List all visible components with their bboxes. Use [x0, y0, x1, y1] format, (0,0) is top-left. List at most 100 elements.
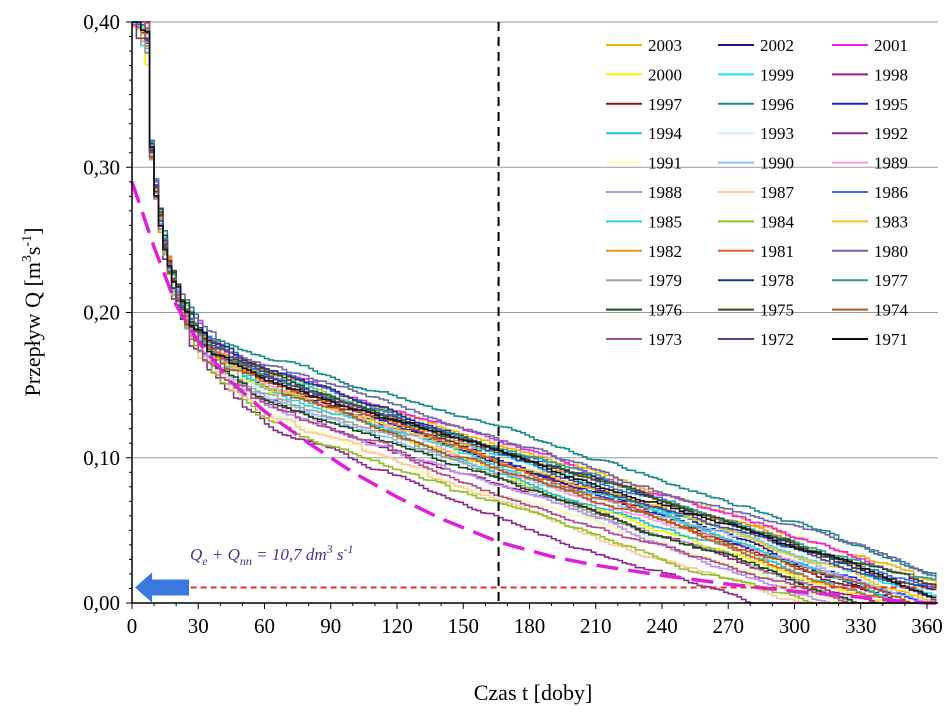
x-tick-label: 60 [254, 614, 275, 638]
y-tick-label: 0,20 [83, 301, 120, 325]
legend-label: 2002 [760, 36, 794, 55]
legend-label: 1991 [648, 154, 682, 173]
marker-layer [135, 22, 938, 603]
legend-label: 2003 [648, 36, 682, 55]
legend-label: 1995 [874, 95, 908, 114]
legend-label: 1977 [874, 271, 909, 290]
legend-item-1998: 1998 [832, 65, 908, 84]
legend-label: 1974 [874, 301, 909, 320]
legend-item-1973: 1973 [606, 330, 682, 349]
legend-label: 1994 [648, 124, 683, 143]
legend-label: 1992 [874, 124, 908, 143]
legend-item-2000: 2000 [606, 65, 682, 84]
legend-item-1982: 1982 [606, 242, 682, 261]
legend-label: 1978 [760, 271, 794, 290]
legend-item-1976: 1976 [606, 301, 682, 320]
x-tick-label: 360 [911, 614, 943, 638]
legend-item-1987: 1987 [718, 183, 795, 202]
legend-item-1983: 1983 [832, 212, 908, 231]
x-tick-label: 300 [779, 614, 811, 638]
annot-layer: Qe + Qnn = 10,7 dm3 s-1 [190, 542, 354, 568]
legend-label: 1990 [760, 154, 794, 173]
x-tick-label: 30 [188, 614, 209, 638]
legend-label: 1980 [874, 242, 908, 261]
series-line-1989 [132, 21, 936, 604]
x-tick-label: 270 [712, 614, 744, 638]
y-tick-label: 0,10 [83, 446, 120, 470]
legend-label: 1983 [874, 212, 908, 231]
legend-item-1972: 1972 [718, 330, 794, 349]
threshold-label: Qe + Qnn = 10,7 dm3 s-1 [190, 542, 354, 568]
series-line-1984 [132, 21, 936, 604]
x-tick-label: 180 [514, 614, 546, 638]
series-line-1976 [132, 21, 936, 604]
legend-item-1994: 1994 [606, 124, 683, 143]
x-tick-label: 150 [447, 614, 479, 638]
legend-item-1980: 1980 [832, 242, 908, 261]
legend-label: 1981 [760, 242, 794, 261]
threshold-arrow [135, 572, 189, 603]
legend-label: 1979 [648, 271, 682, 290]
legend-label: 1987 [760, 183, 795, 202]
x-tick-label: 240 [646, 614, 678, 638]
legend-item-1977: 1977 [832, 271, 909, 290]
legend-item-1981: 1981 [718, 242, 794, 261]
series-line-1972 [132, 21, 937, 601]
series-line-1973 [132, 21, 936, 604]
legend-label: 1988 [648, 183, 682, 202]
axis-layer: 0,00 0,10 0,20 0,30 0,40 0 30 60 90 120 150 180 210 2… [20, 10, 943, 705]
series-layer [132, 21, 937, 604]
y-tick-label: 0,30 [83, 155, 120, 179]
legend-item-1984: 1984 [718, 212, 795, 231]
legend-label: 2001 [874, 36, 908, 55]
y-tick-label: 0,40 [83, 10, 120, 34]
legend-label: 1989 [874, 154, 908, 173]
x-tick-label: 90 [320, 614, 341, 638]
legend-layer: 2003 2002 2001 2000 1999 1998 1997 1996 1995 1994… [606, 36, 909, 349]
legend-label: 1997 [648, 95, 683, 114]
series-line-1980 [132, 21, 937, 579]
legend-label: 1984 [760, 212, 795, 231]
legend-item-1971: 1971 [832, 330, 908, 349]
legend-label: 1982 [648, 242, 682, 261]
legend-label: 1975 [760, 301, 794, 320]
legend-label: 2000 [648, 65, 682, 84]
x-tick-label: 0 [127, 614, 138, 638]
legend-item-1979: 1979 [606, 271, 682, 290]
y-tick-label: 0,00 [83, 591, 120, 615]
legend-item-1975: 1975 [718, 301, 794, 320]
y-axis-title: Przepływ Q [m3s-1] [20, 228, 45, 397]
legend-item-1986: 1986 [832, 183, 908, 202]
legend-item-2002: 2002 [718, 36, 794, 55]
legend-label: 1972 [760, 330, 794, 349]
legend-item-2003: 2003 [606, 36, 682, 55]
x-axis-title: Czas t [doby] [474, 680, 593, 705]
legend-item-1990: 1990 [718, 154, 794, 173]
legend-item-1996: 1996 [718, 95, 794, 114]
series-line-1971 [132, 21, 937, 599]
legend-item-1991: 1991 [606, 154, 682, 173]
legend-item-1997: 1997 [606, 95, 683, 114]
legend-item-1988: 1988 [606, 183, 682, 202]
series-line-1986 [132, 21, 937, 590]
series-line-1996 [132, 21, 937, 576]
series-line-2003 [132, 25, 937, 583]
legend-item-1974: 1974 [832, 301, 909, 320]
legend-item-1993: 1993 [718, 124, 794, 143]
legend-label: 1976 [648, 301, 682, 320]
legend-item-1999: 1999 [718, 65, 794, 84]
x-tick-label: 330 [845, 614, 877, 638]
legend-item-1992: 1992 [832, 124, 908, 143]
x-tick-label: 120 [381, 614, 413, 638]
legend-item-1978: 1978 [718, 271, 794, 290]
legend-label: 1985 [648, 212, 682, 231]
legend-label: 1986 [874, 183, 908, 202]
legend-item-1995: 1995 [832, 95, 908, 114]
legend-label: 1973 [648, 330, 682, 349]
legend-label: 1971 [874, 330, 908, 349]
legend-label: 1993 [760, 124, 794, 143]
legend-label: 1998 [874, 65, 908, 84]
legend-label: 1999 [760, 65, 794, 84]
